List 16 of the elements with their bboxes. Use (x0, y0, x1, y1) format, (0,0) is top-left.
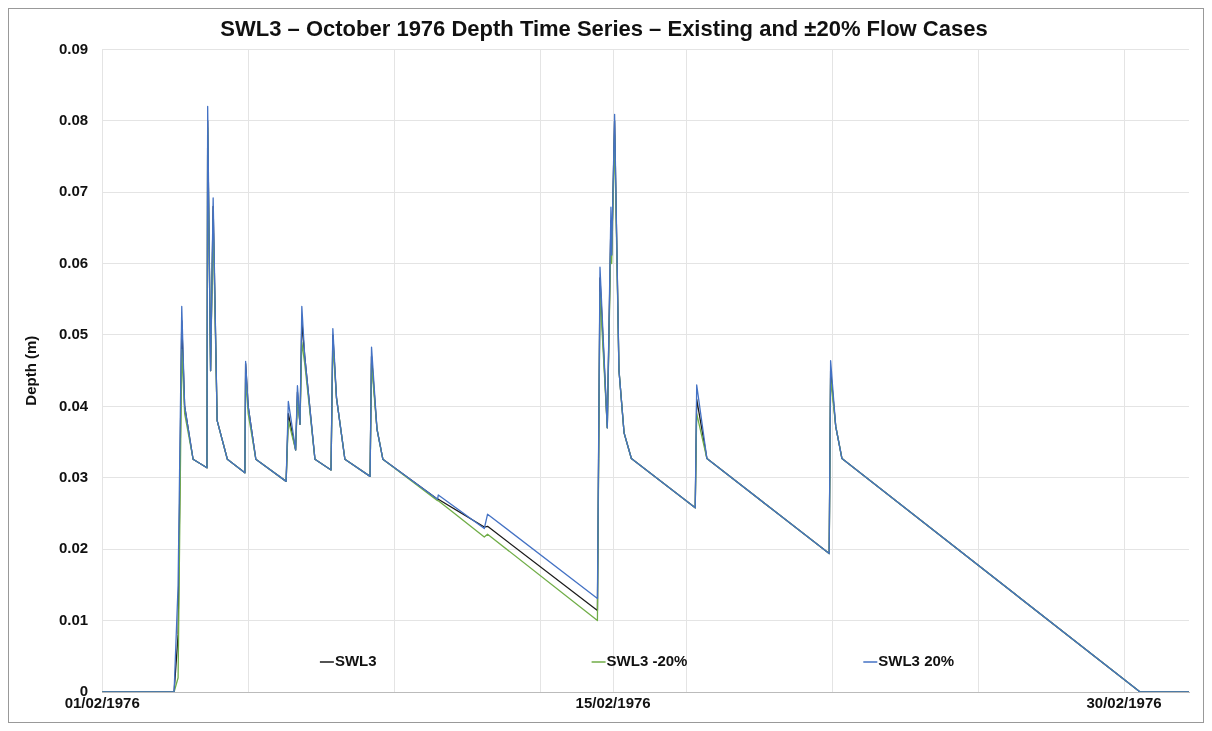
legend-label: SWL3 20% (878, 652, 955, 670)
y-tick-label: 0.02 (58, 539, 89, 557)
legend-label: SWL3 -20% (606, 652, 688, 670)
y-tick-label: 0.06 (58, 253, 89, 271)
y-tick-label: 0.01 (58, 610, 89, 628)
y-tick-label: 0.08 (58, 110, 89, 128)
legend-label: SWL3 (334, 652, 377, 670)
y-tick-label: 0.04 (58, 396, 89, 414)
y-tick-label: 0.05 (58, 325, 89, 343)
x-tick-label: 15/02/1976 (575, 694, 651, 712)
y-tick-label: 0.07 (58, 182, 89, 200)
x-tick-label: 30/02/1976 (1086, 694, 1162, 712)
y-tick-label: 0.09 (58, 39, 89, 57)
chart-title: SWL3 – October 1976 Depth Time Series – Existing and ±20% Flow Cases (220, 16, 988, 42)
y-axis-title: Depth (m) (22, 335, 40, 406)
y-tick-label: 0.03 (58, 467, 89, 485)
